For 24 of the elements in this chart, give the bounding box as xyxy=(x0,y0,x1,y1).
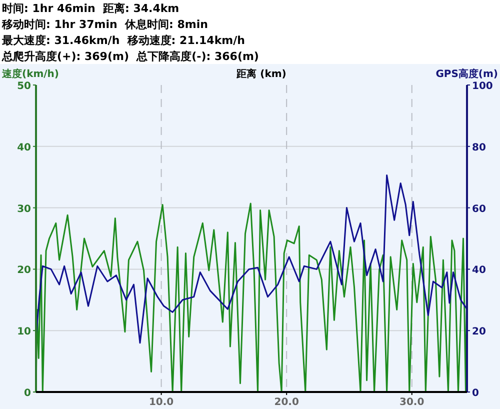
y2-tick-label: 80 xyxy=(472,142,486,154)
x-tick-label: 20.0 xyxy=(274,397,299,408)
y-tick-label: 40 xyxy=(17,142,32,154)
y-axis-title: 速度(km/h) xyxy=(1,68,59,80)
line-series xyxy=(35,202,468,393)
x-tick-label: 10.0 xyxy=(148,397,174,408)
y-tick-label: 30 xyxy=(17,204,32,215)
y-tick-label: 50 xyxy=(17,81,32,92)
y-tick-label: 20 xyxy=(17,265,32,276)
x-axis-title: 距离 (km) xyxy=(236,68,286,80)
text: 总爬升高度(+): 369(m) 总下降高度(-): 366(m) xyxy=(1,50,259,63)
y2-tick-label: 60 xyxy=(472,204,486,215)
text: 最大速度: 31.46km/h 移动速度: 21.14km/h xyxy=(1,34,245,47)
x-tick-label: 30.0 xyxy=(400,397,424,408)
y2-tick-label: 20 xyxy=(472,326,486,338)
line-series xyxy=(35,174,468,344)
text: 时间: 1hr 46min 距离: 34.4km xyxy=(2,2,180,15)
y2-tick-label: 100 xyxy=(472,81,493,92)
y-tick-label: 10 xyxy=(17,326,32,338)
y2-tick-label: 0 xyxy=(472,388,479,399)
y2-tick-label: 40 xyxy=(472,265,486,276)
y2-axis-title: GPS高度(m) xyxy=(436,68,498,80)
text: 移动时间: 1hr 37min 休息时间: 8min xyxy=(1,18,208,31)
y-tick-label: 0 xyxy=(24,388,32,399)
